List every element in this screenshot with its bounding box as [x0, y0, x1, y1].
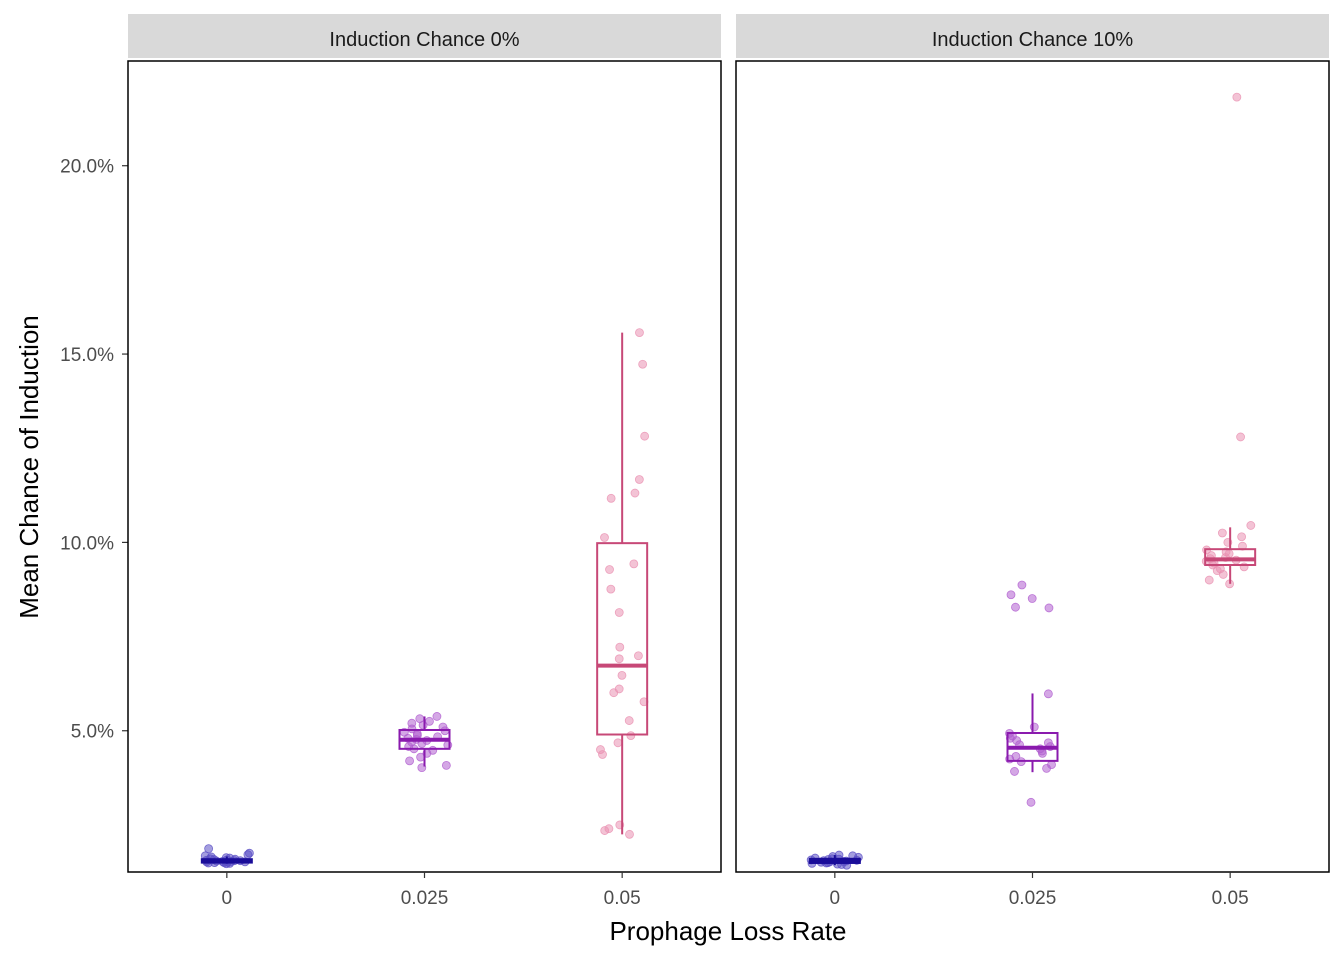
- data-point: [596, 745, 605, 754]
- facet-panel: Induction Chance 0% 0 0.025 0.05: [127, 14, 722, 909]
- data-point: [1027, 594, 1037, 603]
- data-point: [1204, 575, 1214, 585]
- data-point: [625, 829, 634, 839]
- iqr-box: [1204, 548, 1257, 567]
- facet-strip-title: Induction Chance 10%: [932, 29, 1133, 51]
- panel-frame: [735, 60, 1330, 873]
- data-point: [1026, 797, 1036, 807]
- y-tick-label: 20.0%: [60, 157, 114, 178]
- box-group-0: [200, 844, 254, 869]
- data-point: [204, 844, 214, 854]
- data-point: [1017, 580, 1027, 590]
- y-tick-label: 10.0%: [60, 533, 114, 554]
- data-point: [1043, 738, 1053, 748]
- data-point: [614, 684, 624, 694]
- x-tick-label: 0: [830, 888, 841, 909]
- data-point: [613, 738, 623, 748]
- facet-strip-title: Induction Chance 0%: [329, 29, 519, 51]
- data-point: [1011, 602, 1020, 612]
- data-point: [634, 651, 643, 661]
- data-point: [600, 533, 609, 542]
- data-point: [615, 642, 625, 652]
- data-point: [635, 328, 644, 337]
- box-group-0.025: [1005, 580, 1059, 807]
- box-group-0.025: [398, 712, 453, 773]
- box-group-0.05: [596, 328, 650, 839]
- facet-strip: [736, 14, 1329, 58]
- x-axis-title: Prophage Loss Rate: [609, 916, 846, 946]
- data-point: [606, 584, 616, 594]
- data-point: [617, 670, 627, 680]
- data-point: [638, 359, 648, 369]
- data-point: [624, 716, 634, 725]
- data-point: [1232, 92, 1242, 102]
- data-point: [604, 824, 614, 834]
- data-point: [1044, 603, 1054, 613]
- data-point: [244, 848, 254, 858]
- facet-strip: [128, 14, 721, 58]
- data-point: [415, 714, 425, 724]
- data-point: [626, 731, 636, 741]
- x-tick-label: 0.05: [1212, 888, 1249, 909]
- data-point: [1043, 689, 1053, 699]
- data-point: [425, 716, 434, 726]
- iqr-box: [596, 542, 649, 736]
- box-group-0: [806, 850, 863, 870]
- data-point: [441, 760, 451, 770]
- data-point: [629, 559, 639, 569]
- data-point: [1011, 751, 1021, 761]
- data-point: [1236, 432, 1245, 442]
- data-point: [614, 654, 624, 664]
- x-tick-label: 0.025: [401, 888, 449, 909]
- x-tick-label: 0: [222, 888, 233, 909]
- data-point: [1237, 532, 1247, 542]
- data-point: [405, 756, 414, 766]
- facet-panel: Induction Chance 10% 0 0.025 0.05: [735, 14, 1330, 909]
- data-point: [640, 431, 650, 441]
- data-point: [1029, 722, 1039, 732]
- data-point: [407, 718, 417, 728]
- box-group-0.05: [1201, 92, 1257, 589]
- y-tick-label: 5.0%: [71, 722, 114, 743]
- data-point: [630, 488, 640, 498]
- data-point: [605, 565, 614, 574]
- data-point: [606, 493, 616, 503]
- data-point: [614, 608, 624, 617]
- data-point: [428, 745, 438, 755]
- data-point: [432, 712, 442, 721]
- data-point: [634, 475, 644, 484]
- y-tick-label: 15.0%: [60, 345, 114, 366]
- x-tick-label: 0.05: [604, 888, 641, 909]
- data-point: [1006, 590, 1016, 600]
- data-point: [1246, 521, 1256, 530]
- data-point: [1217, 528, 1227, 538]
- data-point: [1010, 767, 1019, 776]
- x-tick-label: 0.025: [1009, 888, 1057, 909]
- y-axis-title: Mean Chance of Induction: [14, 315, 44, 619]
